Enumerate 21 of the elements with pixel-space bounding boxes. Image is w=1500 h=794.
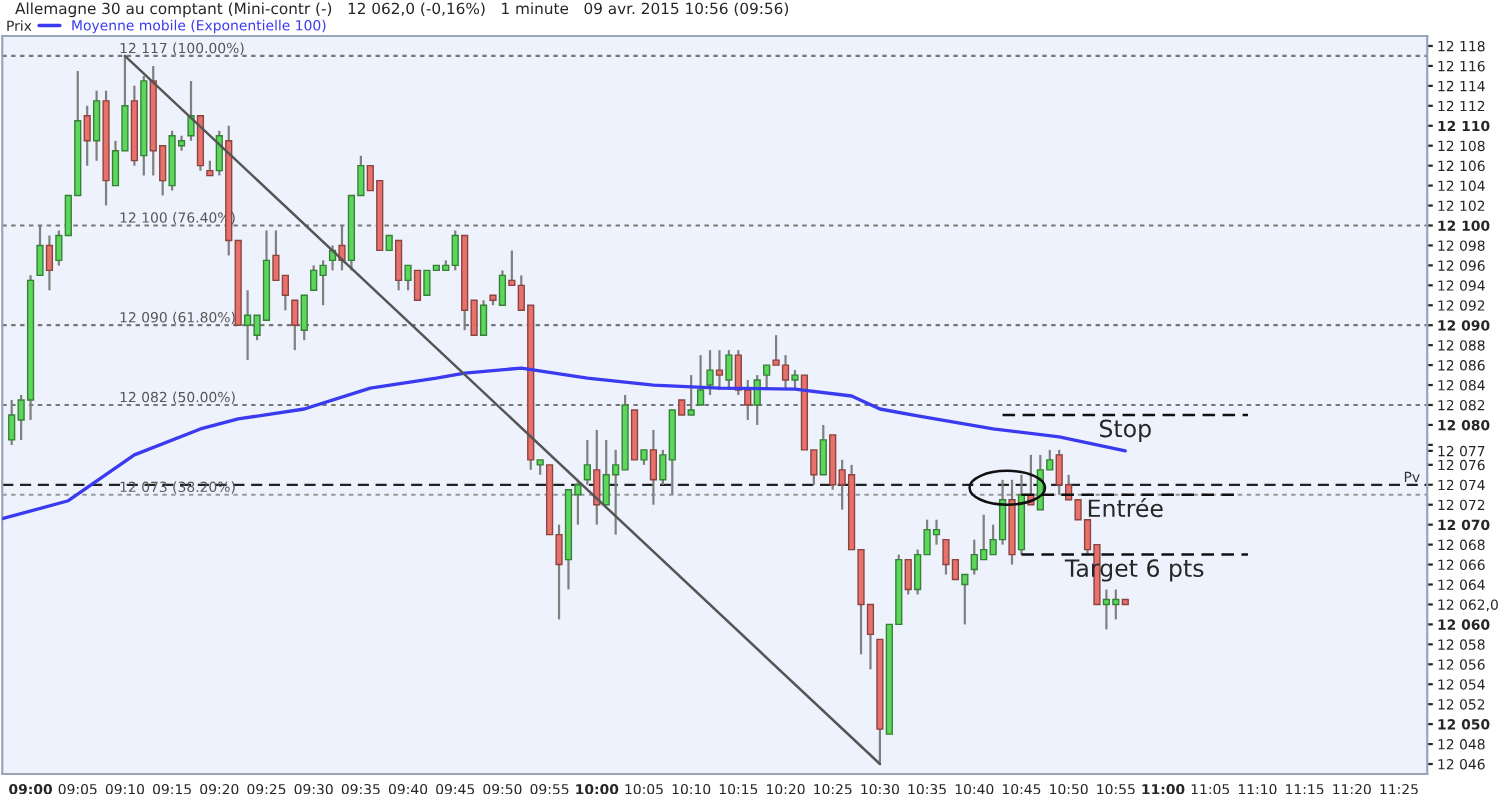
candlestick [45, 234, 54, 292]
annotation: Stop [1099, 419, 1151, 442]
candlestick [394, 239, 403, 292]
candlestick [498, 269, 507, 307]
candlestick [819, 423, 827, 476]
candlestick [904, 558, 912, 596]
candlestick [961, 573, 969, 626]
candlestick [715, 349, 724, 392]
annotation: Entrée [1088, 497, 1163, 518]
candlestick [763, 364, 771, 392]
candlestick [1102, 588, 1111, 631]
candlestick [93, 89, 101, 162]
candlestick [479, 299, 488, 337]
candlestick [706, 349, 714, 397]
candlestick [83, 104, 91, 167]
candlestick [187, 79, 195, 142]
candlestick [404, 264, 412, 292]
candlestick [725, 349, 733, 392]
candlestick [649, 428, 658, 506]
candlestick [413, 269, 422, 301]
candlestick [583, 438, 591, 486]
